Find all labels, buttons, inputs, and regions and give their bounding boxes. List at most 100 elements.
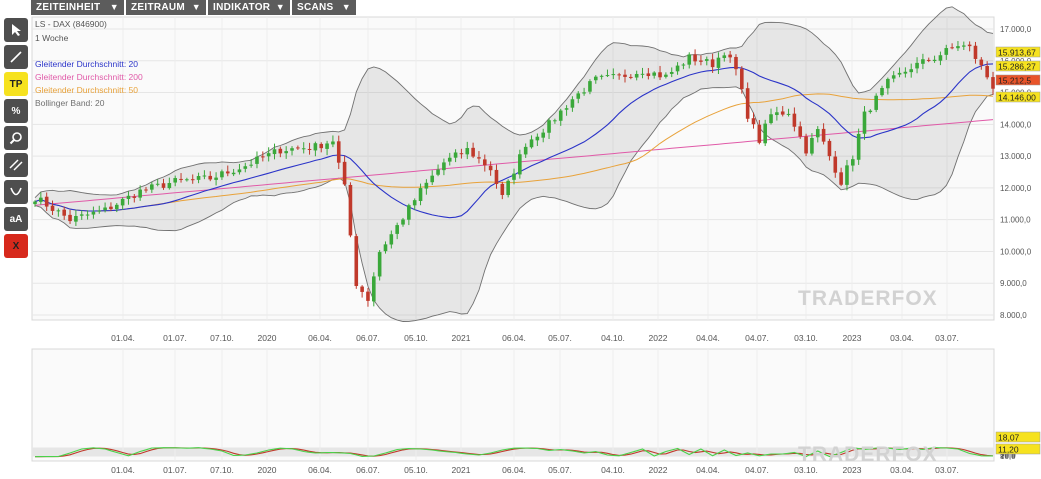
candle-body <box>961 45 966 47</box>
text-tool[interactable]: aA <box>4 207 28 231</box>
candle-body <box>196 176 201 180</box>
candle-body <box>909 69 914 73</box>
candle-body <box>120 198 125 206</box>
candle-body <box>740 68 744 90</box>
candle-body <box>915 62 919 69</box>
magnifier-tool-icon[interactable] <box>4 126 28 150</box>
candle-body <box>722 55 727 58</box>
candle-body <box>103 207 107 211</box>
candle-body <box>588 81 592 92</box>
delete-tool[interactable]: X <box>4 234 28 258</box>
chevron-down-icon: ▼ <box>275 2 285 12</box>
tp-tool[interactable]: TP <box>4 72 28 96</box>
candle-body <box>506 180 510 196</box>
candle-body <box>973 45 978 59</box>
candle-body <box>342 161 347 185</box>
interval-label: 1 Woche <box>35 33 69 43</box>
candle-body <box>839 172 843 185</box>
candle-body <box>605 75 610 77</box>
menu-zeitraum[interactable]: ZEITRAUM ▼ <box>126 0 206 15</box>
menu-scans[interactable]: SCANS ▼ <box>292 0 356 15</box>
indicator-value-label-bg <box>995 443 1041 455</box>
candle-body <box>97 210 102 212</box>
candle-body <box>991 77 995 89</box>
y-tick-label: 9.000,0 <box>1000 279 1027 288</box>
candle-body <box>629 76 633 78</box>
chevron-down-icon: ▼ <box>109 2 119 12</box>
candle-body <box>664 74 668 77</box>
candle-body <box>903 71 908 74</box>
candle-body <box>272 149 277 155</box>
candle-body <box>576 93 581 99</box>
candle-body <box>243 166 248 169</box>
candle-body <box>266 153 271 157</box>
candle-body <box>109 206 113 210</box>
candle-body <box>716 57 721 68</box>
x-tick-label: 04.07. <box>745 333 769 343</box>
percent-tool[interactable]: % <box>4 99 28 123</box>
candle-body <box>56 210 61 212</box>
y-tick-label: 11.000,0 <box>1000 216 1031 225</box>
bollinger-upper-line <box>34 6 994 199</box>
x-tick-label: 03.10. <box>794 333 818 343</box>
chevron-down-icon: ▼ <box>191 2 201 12</box>
candle-body <box>775 112 779 116</box>
candle-body <box>50 205 55 211</box>
menu-zeiteinheit[interactable]: ZEITEINHEIT ▼ <box>31 0 124 15</box>
x-tick-label: 06.04. <box>308 465 332 475</box>
candle-body <box>155 183 160 185</box>
indicator-y-tick-label: 10,0 <box>1000 452 1016 461</box>
line-tool-icon[interactable] <box>4 45 28 69</box>
x-tick-label: 04.04. <box>696 465 720 475</box>
y-tick-label: 8.000,0 <box>1000 311 1027 320</box>
candle-body <box>85 214 90 216</box>
x-tick-label: 07.10. <box>210 333 234 343</box>
candle-body <box>482 159 487 166</box>
candle-body <box>833 156 838 173</box>
candle-body <box>44 196 49 207</box>
candle-body <box>558 110 563 121</box>
x-tick-label: 04.07. <box>745 465 769 475</box>
candle-body <box>331 141 335 145</box>
x-tick-label: 2022 <box>649 465 668 475</box>
candle-body <box>710 59 715 68</box>
candle-body <box>851 159 855 166</box>
candle-body <box>407 205 411 220</box>
candle-body <box>366 291 370 301</box>
x-tick-label: 2021 <box>452 333 471 343</box>
candle-body <box>564 108 569 110</box>
candle-body <box>161 183 166 188</box>
candle-body <box>950 47 954 49</box>
candle-body <box>967 44 972 47</box>
candle-body <box>728 54 732 58</box>
pointer-tool-icon[interactable] <box>4 18 28 42</box>
price-label-bg <box>995 46 1041 58</box>
candle-body <box>436 169 440 175</box>
candle-body <box>880 87 884 96</box>
candle-body <box>798 126 803 137</box>
candle-body <box>634 73 639 78</box>
x-tick-label: 05.07. <box>548 333 572 343</box>
candle-body <box>804 136 808 154</box>
candle-body <box>395 225 399 234</box>
candle-body <box>91 211 96 215</box>
candle-body <box>255 156 259 164</box>
candle-body <box>652 72 656 76</box>
parallel-lines-tool-icon[interactable] <box>4 153 28 177</box>
candle-body <box>202 175 207 177</box>
stochastic-k-line <box>34 446 993 458</box>
x-tick-label: 2020 <box>258 333 277 343</box>
candle-body <box>827 140 832 157</box>
legend-bollinger: Bollinger Band: 20 <box>35 98 105 108</box>
y-tick-label: 10.000,0 <box>1000 247 1032 256</box>
candle-body <box>301 148 306 150</box>
candle-body <box>62 209 67 216</box>
candle-body <box>372 276 376 302</box>
menu-indikator[interactable]: INDIKATOR ▼ <box>208 0 290 15</box>
y-tick-label: 13.000,0 <box>1000 152 1032 161</box>
x-tick-label: 04.04. <box>696 333 720 343</box>
x-tick-label: 03.04. <box>890 333 914 343</box>
price-label: 14.146,00 <box>998 93 1036 103</box>
arc-tool-icon[interactable] <box>4 180 28 204</box>
